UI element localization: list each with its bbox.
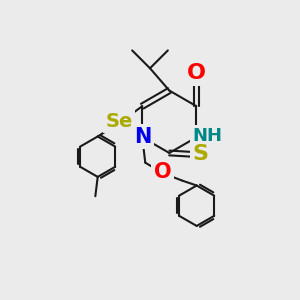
Text: N: N	[134, 127, 152, 147]
Text: NH: NH	[193, 127, 223, 145]
Text: Se: Se	[106, 112, 133, 130]
Text: S: S	[193, 145, 208, 164]
Text: O: O	[154, 161, 171, 182]
Text: O: O	[187, 63, 206, 83]
